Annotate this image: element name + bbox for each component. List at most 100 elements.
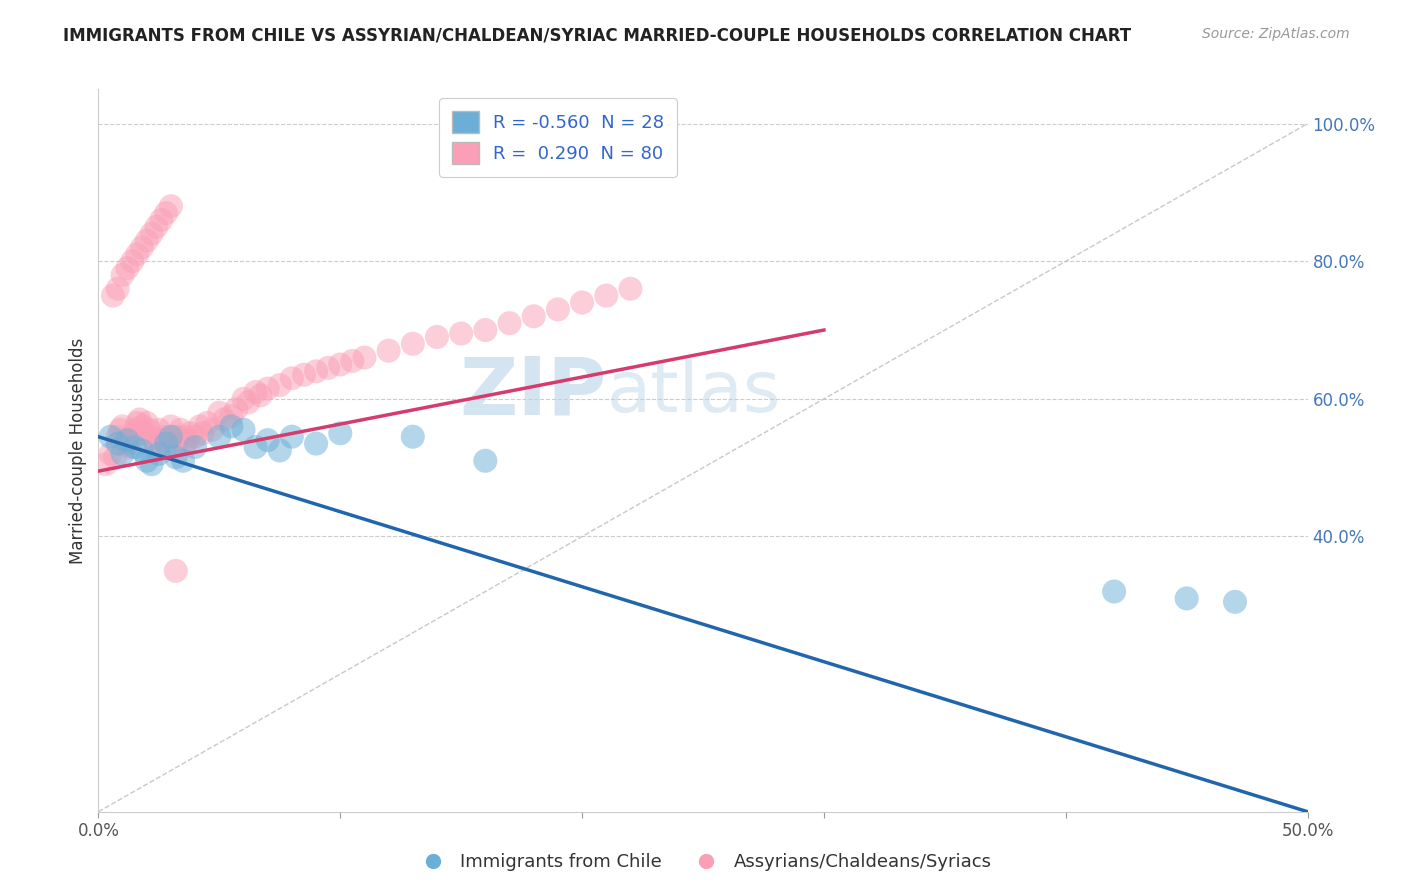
Point: [208, 430, 231, 444]
Point: [523, 310, 546, 324]
Point: [155, 436, 177, 450]
Point: [104, 450, 127, 465]
Point: [155, 206, 177, 220]
Point: [141, 227, 163, 241]
Point: [256, 382, 278, 396]
Point: [118, 440, 141, 454]
Point: [152, 430, 174, 444]
Point: [135, 416, 157, 430]
Point: [117, 261, 139, 276]
Point: [212, 412, 235, 426]
Point: [135, 234, 157, 248]
Text: Source: ZipAtlas.com: Source: ZipAtlas.com: [1202, 27, 1350, 41]
Point: [426, 330, 449, 344]
Point: [316, 360, 339, 375]
Point: [94, 457, 117, 471]
Point: [498, 316, 520, 330]
Point: [111, 268, 134, 282]
Point: [172, 430, 194, 444]
Point: [225, 402, 247, 417]
Point: [305, 436, 328, 450]
Point: [221, 409, 243, 423]
Point: [329, 426, 352, 441]
Point: [143, 433, 166, 447]
Point: [292, 368, 315, 382]
Point: [114, 433, 136, 447]
Point: [184, 430, 207, 444]
Point: [342, 354, 364, 368]
Legend: Immigrants from Chile, Assyrians/Chaldeans/Syriacs: Immigrants from Chile, Assyrians/Chaldea…: [408, 847, 998, 879]
Point: [100, 430, 122, 444]
Point: [160, 430, 183, 444]
Point: [124, 440, 146, 454]
Point: [269, 378, 291, 392]
Point: [281, 371, 304, 385]
Point: [172, 454, 194, 468]
Point: [111, 447, 134, 461]
Point: [148, 423, 170, 437]
Point: [208, 406, 231, 420]
Point: [117, 436, 139, 450]
Point: [281, 430, 304, 444]
Point: [167, 430, 190, 444]
Point: [121, 430, 143, 444]
Point: [108, 423, 131, 437]
Point: [245, 440, 267, 454]
Point: [1223, 595, 1246, 609]
Point: [131, 419, 153, 434]
Point: [232, 423, 254, 437]
Point: [150, 433, 173, 447]
Point: [191, 426, 214, 441]
Point: [121, 254, 143, 268]
Point: [124, 423, 146, 437]
Point: [107, 436, 129, 450]
Point: [1102, 584, 1125, 599]
Point: [165, 440, 187, 454]
Point: [150, 213, 173, 227]
Point: [162, 430, 184, 444]
Point: [595, 288, 617, 302]
Point: [160, 199, 183, 213]
Point: [165, 450, 187, 465]
Point: [107, 430, 129, 444]
Point: [174, 436, 197, 450]
Point: [195, 416, 218, 430]
Point: [547, 302, 569, 317]
Point: [201, 423, 224, 437]
Point: [474, 454, 496, 468]
Point: [111, 419, 134, 434]
Point: [145, 219, 167, 234]
Point: [619, 282, 641, 296]
Point: [131, 443, 153, 458]
Point: [474, 323, 496, 337]
Point: [329, 358, 352, 372]
Point: [131, 240, 153, 254]
Point: [141, 430, 163, 444]
Point: [249, 388, 271, 402]
Point: [160, 419, 183, 434]
Point: [188, 419, 211, 434]
Point: [127, 247, 149, 261]
Point: [134, 426, 156, 441]
Point: [169, 423, 191, 437]
Point: [101, 288, 124, 302]
Point: [402, 430, 425, 444]
Point: [127, 416, 149, 430]
Point: [221, 419, 243, 434]
Point: [100, 447, 122, 461]
Y-axis label: Married-couple Households: Married-couple Households: [69, 337, 87, 564]
Point: [450, 326, 472, 341]
Point: [179, 426, 201, 441]
Point: [1175, 591, 1198, 606]
Point: [353, 351, 375, 365]
Text: ZIP: ZIP: [458, 353, 606, 432]
Text: IMMIGRANTS FROM CHILE VS ASSYRIAN/CHALDEAN/SYRIAC MARRIED-COUPLE HOUSEHOLDS CORR: IMMIGRANTS FROM CHILE VS ASSYRIAN/CHALDE…: [63, 27, 1132, 45]
Point: [141, 457, 163, 471]
Text: atlas: atlas: [606, 359, 780, 427]
Point: [148, 447, 170, 461]
Point: [165, 564, 187, 578]
Point: [402, 336, 425, 351]
Point: [117, 433, 139, 447]
Point: [184, 440, 207, 454]
Point: [377, 343, 399, 358]
